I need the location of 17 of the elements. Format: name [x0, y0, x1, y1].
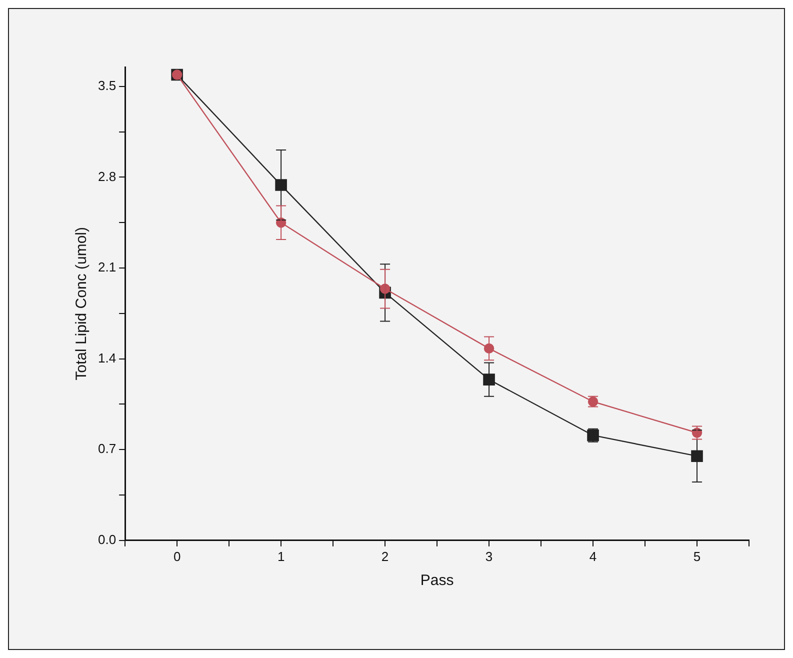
- point: [691, 450, 703, 462]
- y-axis-title: Total Lipid Conc (umol): [73, 226, 90, 380]
- x-tick-label: 0: [173, 548, 181, 564]
- y-tick-label: 3.5: [98, 78, 116, 94]
- point: [483, 374, 495, 386]
- x-tick-label: 3: [485, 548, 493, 564]
- x-tick-label: 1: [277, 548, 285, 564]
- x-tick-label: 2: [381, 548, 389, 564]
- point: [275, 179, 287, 191]
- y-tick-label: 2.1: [98, 260, 116, 275]
- y-tick-label: 0.0: [98, 532, 116, 547]
- y-tick-label: 1.4: [98, 350, 116, 366]
- x-axis-title: Pass: [420, 572, 454, 590]
- x-tick-label: 4: [589, 548, 597, 564]
- y-tick-label: 2.8: [98, 168, 116, 184]
- y-tick-label: 0.7: [98, 441, 116, 456]
- x-tick-label: 5: [693, 548, 701, 564]
